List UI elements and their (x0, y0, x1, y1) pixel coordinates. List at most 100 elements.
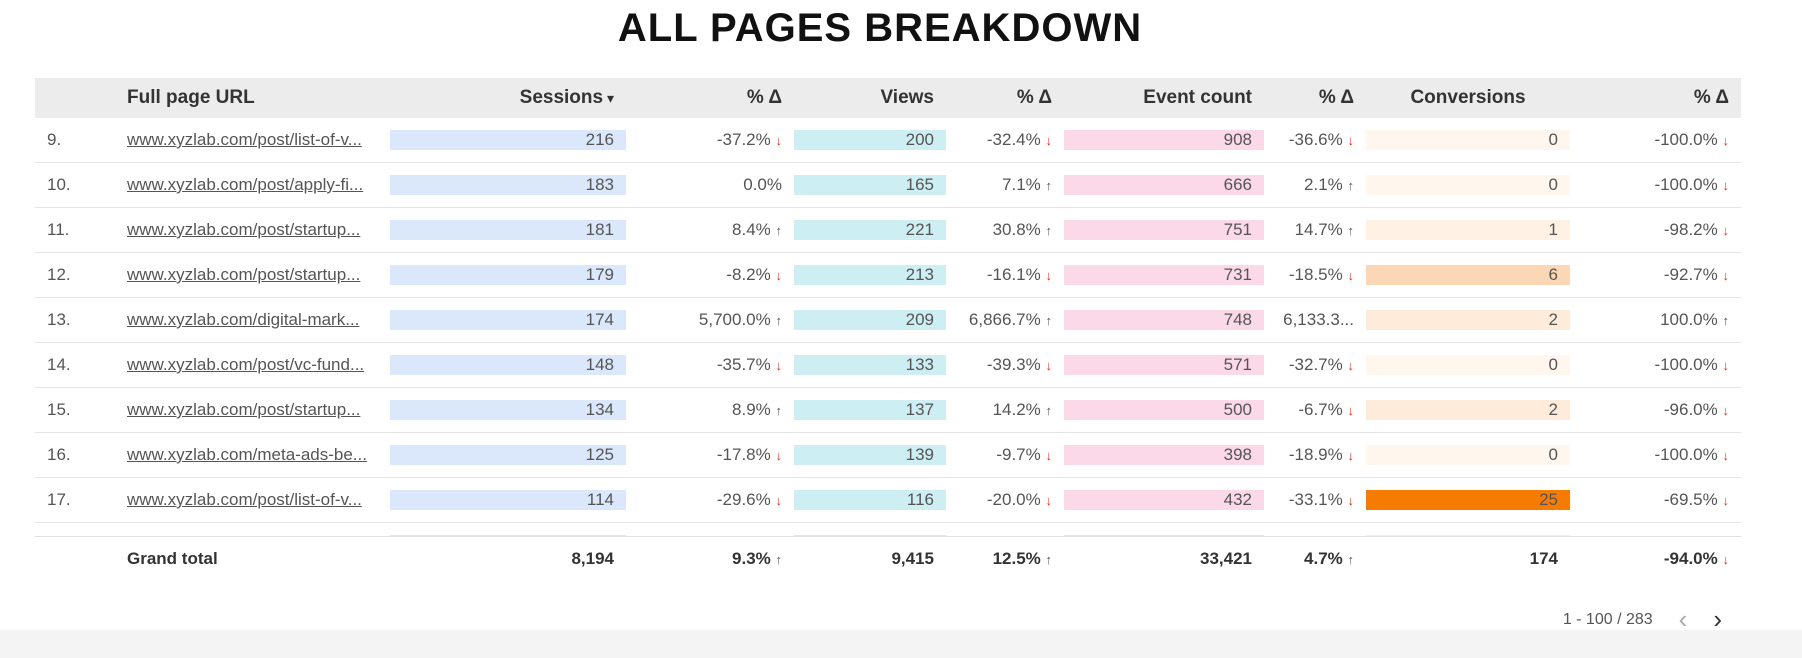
header-url[interactable]: Full page URL (127, 87, 255, 108)
events-delta: 2.1% ↑ (1304, 175, 1355, 194)
conversions-delta: -69.5% ↓ (1663, 490, 1729, 509)
header-sessions[interactable]: Sessions (390, 87, 626, 109)
conversions-delta: -100.0% ↓ (1654, 355, 1730, 374)
page-url-link[interactable]: www.xyzlab.com/meta-ads-be... (127, 445, 367, 464)
views-delta: -16.1% ↓ (986, 265, 1052, 284)
pagination: 1 - 100 / 283 ‹ › (1563, 604, 1722, 635)
arrow-down-icon: ↓ (775, 448, 783, 463)
page-url-link[interactable]: www.xyzlab.com/post/list-of-v... (127, 130, 362, 149)
total-conversions: 174 (1529, 549, 1558, 568)
header-events-delta[interactable]: % Δ (1318, 87, 1354, 108)
events-delta: 14.7% ↑ (1294, 220, 1355, 239)
sessions-value: 99 (390, 535, 626, 536)
views-value: 137 (794, 400, 946, 420)
conversions-value: 0 (1366, 130, 1570, 150)
table-row[interactable]: 13. www.xyzlab.com/digital-mark... 174 5,70… (35, 298, 1741, 343)
grand-total-row: Grand total 8,194 9.3% ↑ 9,415 12.5% ↑ 3… (35, 537, 1741, 581)
page-title: ALL PAGES BREAKDOWN (617, 6, 1143, 50)
arrow-up-icon: ↑ (1347, 223, 1355, 238)
views-delta: 7.1% ↑ (1002, 175, 1052, 194)
header-event-count[interactable]: Event count (1143, 87, 1252, 108)
arrow-up-icon: ↑ (775, 552, 783, 567)
table-row[interactable]: 12. www.xyzlab.com/post/startup... 179 -8.2… (35, 253, 1741, 298)
arrow-down-icon: ↓ (1347, 133, 1355, 148)
event-count-value: 398 (1064, 445, 1264, 465)
arrow-up-icon: ↑ (1347, 178, 1355, 193)
arrow-down-icon: ↓ (1722, 358, 1730, 373)
header-views-delta[interactable]: % Δ (1016, 87, 1052, 108)
conversions-delta: -92.7% ↓ (1663, 265, 1730, 284)
views-delta: 6,866.7% ↑ (968, 310, 1053, 329)
page-url-link[interactable]: www.xyzlab.com/post/apply-fi... (127, 175, 364, 194)
row-index: 17. (47, 490, 71, 509)
event-count-value: 432 (1064, 490, 1264, 510)
chevron-left-icon[interactable]: ‹ (1678, 604, 1688, 634)
total-views-delta: 12.5% ↑ (992, 549, 1053, 568)
views-delta: -9.7% ↓ (996, 445, 1052, 464)
sessions-delta: 0.0% (743, 175, 782, 194)
arrow-up-icon: ↑ (1045, 552, 1053, 567)
conversions-delta: -100.0% ↓ (1654, 445, 1729, 464)
row-index: 13. (47, 310, 71, 329)
conversions-value: 0 (1366, 175, 1570, 195)
views-value: 221 (794, 220, 946, 240)
table-row[interactable]: 17. www.xyzlab.com/post/list-of-v... 114 -2… (35, 478, 1741, 523)
sessions-value: 174 (390, 310, 626, 330)
events-delta: -6.7% ↓ (1298, 400, 1355, 419)
arrow-down-icon: ↓ (1347, 403, 1355, 418)
table-row[interactable]: 11. www.xyzlab.com/post/startup... 181 8.4%… (35, 208, 1741, 253)
arrow-down-icon: ↓ (1722, 552, 1730, 567)
sessions-delta: -17.8% ↓ (716, 445, 783, 464)
page-url-link[interactable]: www.xyzlab.com/post/startup... (127, 265, 361, 284)
arrow-down-icon: ↓ (775, 268, 783, 283)
event-count-value: 571 (1064, 355, 1264, 375)
events-delta: -18.9% ↓ (1288, 445, 1355, 464)
total-events: 33,421 (1200, 549, 1252, 568)
total-events-delta: 4.7% ↑ (1304, 549, 1354, 568)
arrow-down-icon: ↓ (1347, 448, 1355, 463)
page-url-link[interactable]: www.xyzlab.com/post/list-of-v... (127, 490, 362, 509)
sessions-value: 134 (390, 400, 626, 420)
conversions-value: 1 (1366, 220, 1570, 240)
total-conversions-delta: -94.0% ↓ (1663, 549, 1730, 568)
header-conversions-delta[interactable]: % Δ (1693, 87, 1729, 108)
event-count-value: 500 (1064, 400, 1264, 420)
events-delta: -36.6% ↓ (1288, 130, 1355, 149)
events-delta: -32.7% ↓ (1288, 355, 1355, 374)
conversions-delta: -96.0% ↓ (1663, 400, 1729, 419)
header-conversions[interactable]: Conversions (1410, 87, 1526, 108)
header-sessions-delta[interactable]: % Δ (746, 87, 782, 108)
event-count-value: 326 (1064, 535, 1264, 536)
row-index: 11. (47, 220, 70, 239)
page-url-link[interactable]: www.xyzlab.com/post/startup... (127, 220, 361, 239)
data-table: Full page URL Sessions % Δ Views % Δ Eve… (35, 78, 1741, 581)
table-row[interactable]: 10. www.xyzlab.com/post/apply-fi... 183 0.0… (35, 163, 1741, 208)
arrow-down-icon: ↓ (1722, 268, 1730, 283)
table-row[interactable]: 14. www.xyzlab.com/post/vc-fund... 148 -35.… (35, 343, 1741, 388)
arrow-down-icon: ↓ (1045, 493, 1053, 508)
total-sessions-delta: 9.3% ↑ (732, 549, 783, 568)
arrow-down-icon: ↓ (775, 358, 783, 373)
events-delta: -33.1% ↓ (1288, 490, 1354, 509)
row-index: 9. (47, 130, 62, 149)
arrow-down-icon: ↓ (1722, 223, 1730, 238)
header-views[interactable]: Views (880, 87, 934, 108)
arrow-down-icon: ↓ (775, 493, 783, 508)
arrow-up-icon: ↑ (1045, 313, 1053, 328)
table-row[interactable]: 16. www.xyzlab.com/meta-ads-be... 125 -17.8… (35, 433, 1741, 478)
sessions-value: 114 (390, 490, 626, 510)
page-url-link[interactable]: www.xyzlab.com/post/vc-fund... (127, 355, 365, 374)
arrow-down-icon: ↓ (1347, 358, 1355, 373)
views-delta: 14.2% ↑ (992, 400, 1052, 419)
table-row[interactable]: 15. www.xyzlab.com/post/startup... 134 8.9%… (35, 388, 1741, 433)
table-header: Full page URL Sessions % Δ Views % Δ Eve… (35, 78, 1741, 118)
sessions-delta: -8.2% ↓ (726, 265, 783, 284)
page-url-link[interactable]: www.xyzlab.com/digital-mark... (127, 310, 360, 329)
sessions-value: 179 (390, 265, 626, 285)
chevron-right-icon[interactable]: › (1713, 604, 1722, 634)
table-row[interactable]: 9. www.xyzlab.com/post/list-of-v... 216 -37… (35, 118, 1741, 163)
page-url-link[interactable]: www.xyzlab.com/post/startup... (127, 400, 361, 419)
event-count-value: 731 (1064, 265, 1264, 285)
events-delta: -18.5% ↓ (1288, 265, 1354, 284)
table-row[interactable]: 18.www.xyzlab.com/google-ads-...9947.8% … (35, 523, 1741, 536)
